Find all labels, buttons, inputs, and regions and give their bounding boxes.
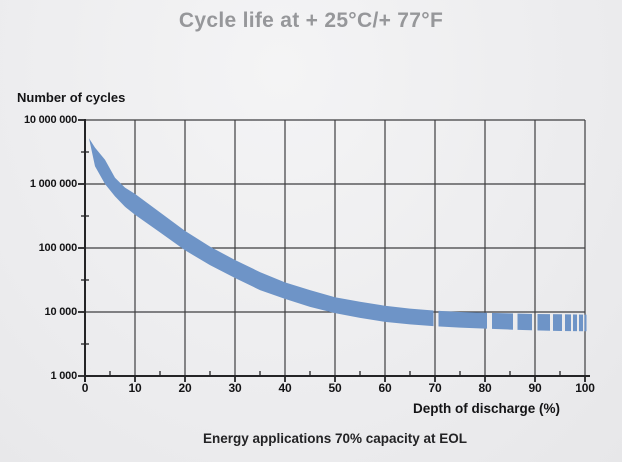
y-tick-label: 100 000: [38, 242, 78, 254]
y-tick-label: 10 000: [44, 306, 78, 318]
minor-tick-marks: [81, 151, 561, 376]
x-tick-label: 50: [328, 381, 342, 395]
grid-lines: [84, 119, 586, 377]
y-tick-label: 10 000 000: [23, 114, 77, 126]
x-tick-label: 10: [128, 381, 142, 395]
cycle-life-band: [89, 138, 587, 332]
x-tick-label: 30: [228, 381, 242, 395]
x-tick-label: 100: [575, 381, 595, 395]
x-tick-label: 60: [378, 381, 392, 395]
x-tick-label: 90: [528, 381, 542, 395]
x-tick-label: 0: [81, 381, 89, 395]
x-tick-label: 40: [278, 381, 292, 395]
major-tick-marks: [78, 119, 586, 382]
axis-lines: [84, 119, 590, 382]
x-tick-label: 70: [428, 381, 442, 395]
y-tick-label: 1 000: [50, 370, 77, 382]
chart-caption: Energy applications 70% capacity at EOL: [202, 431, 468, 446]
y-axis-title: Number of cycles: [17, 90, 126, 105]
x-tick-label: 80: [478, 381, 492, 395]
y-tick-label: 1 000 000: [29, 178, 77, 190]
x-axis-title: Depth of discharge (%): [412, 401, 560, 416]
chart-title: Cycle life at + 25°C/+ 77°F: [178, 9, 444, 32]
x-tick-label: 20: [178, 381, 192, 395]
